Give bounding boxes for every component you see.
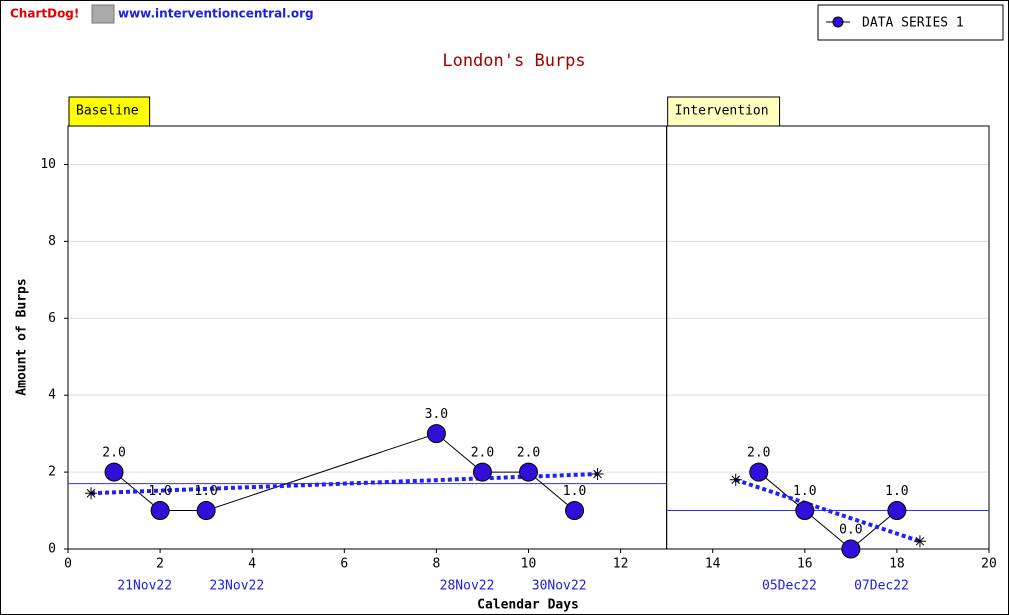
x-tick-label: 0 [64,557,72,572]
data-point [750,463,768,481]
data-point [888,502,906,520]
value-label: 2.0 [471,446,494,461]
x-tick-label: 8 [432,557,440,572]
data-point [473,463,491,481]
x-tick-label: 6 [340,557,348,572]
y-tick-label: 10 [40,157,56,172]
x-tick-label: 10 [521,557,537,572]
y-tick-label: 0 [48,542,56,557]
date-label: 23Nov22 [209,579,264,594]
date-label: 05Dec22 [762,579,817,594]
x-tick-label: 4 [248,557,256,572]
chart-title: London's Burps [442,51,585,71]
logo-icon [92,5,114,23]
chart: ChartDog! www.interventioncentral.org Lo… [0,0,1009,615]
data-point [151,502,169,520]
value-label: 1.0 [793,484,816,499]
value-label: 0.0 [839,523,862,538]
date-label: 07Dec22 [854,579,909,594]
site-link[interactable]: www.interventioncentral.org [118,7,314,21]
value-label: 2.0 [102,446,125,461]
date-label: 21Nov22 [117,579,172,594]
data-point [105,463,123,481]
legend-marker [833,17,843,27]
date-label: 30Nov22 [532,579,587,594]
data-point [566,502,584,520]
y-tick-label: 6 [48,311,56,326]
value-label: 1.0 [885,484,908,499]
value-label: 1.0 [194,484,217,499]
logo: ChartDog! [10,7,79,21]
value-label: 3.0 [425,407,448,422]
y-tick-label: 2 [48,465,56,480]
data-point [796,502,814,520]
value-label: 1.0 [563,484,586,499]
x-tick-label: 20 [981,557,997,572]
phase-label: Intervention [675,104,769,119]
data-point [427,425,445,443]
value-label: 1.0 [148,484,171,499]
x-tick-label: 18 [889,557,905,572]
x-tick-label: 16 [797,557,813,572]
value-label: 2.0 [747,446,770,461]
y-tick-label: 4 [48,388,56,403]
date-label: 28Nov22 [440,579,495,594]
x-tick-label: 12 [613,557,629,572]
data-point [520,463,538,481]
x-axis-label: Calendar Days [477,598,579,613]
data-point [842,540,860,558]
x-tick-label: 2 [156,557,164,572]
y-tick-label: 8 [48,234,56,249]
phase-label: Baseline [76,104,139,119]
value-label: 2.0 [517,446,540,461]
y-axis-label: Amount of Burps [15,278,30,395]
legend-label: DATA SERIES 1 [862,16,964,31]
x-tick-label: 14 [705,557,721,572]
data-point [197,502,215,520]
